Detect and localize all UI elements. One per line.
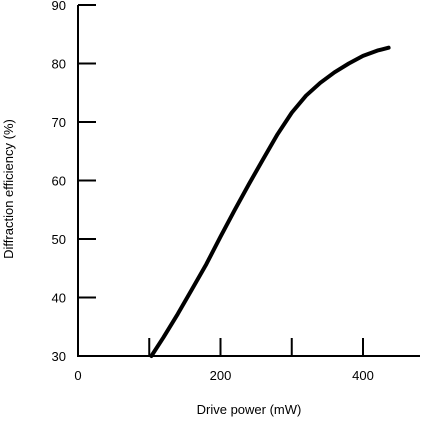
y-tick-label-50: 50 (52, 232, 66, 247)
x-tick-label-200: 200 (210, 368, 232, 383)
y-tick-label-80: 80 (52, 57, 66, 72)
ticks: 30 40 50 60 70 80 90 0 200 400 (52, 0, 374, 383)
series-line-0 (149, 45, 391, 358)
y-tick-label-70: 70 (52, 115, 66, 130)
x-axis-label: Drive power (mW) (197, 402, 302, 417)
y-tick-label-30: 30 (52, 349, 66, 364)
x-tick-label-400: 400 (352, 368, 374, 383)
x-tick-label-0: 0 (74, 368, 81, 383)
y-tick-label-60: 60 (52, 174, 66, 189)
series-layer (149, 45, 391, 358)
y-tick-label-90: 90 (52, 0, 66, 13)
y-tick-label-40: 40 (52, 291, 66, 306)
y-axis-label: Diffraction efficiency (%) (1, 119, 16, 259)
